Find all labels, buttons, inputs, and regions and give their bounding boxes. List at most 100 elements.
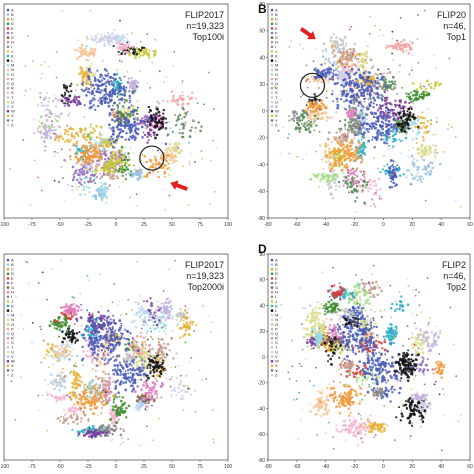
scatter-point <box>49 132 52 135</box>
scatter-point <box>132 164 135 167</box>
scatter-point <box>329 77 332 79</box>
scatter-point <box>133 138 137 141</box>
scatter-point <box>133 86 136 90</box>
scatter-point <box>144 114 147 117</box>
scatter-point <box>115 36 118 39</box>
scatter-point <box>340 134 343 137</box>
scatter-point <box>159 119 162 122</box>
scatter-point <box>165 164 167 167</box>
scatter-point <box>148 158 151 162</box>
scatter-point <box>384 116 388 120</box>
scatter-point <box>38 125 41 128</box>
scatter-point <box>58 328 61 332</box>
scatter-point <box>141 136 144 139</box>
scatter-point <box>177 118 180 121</box>
scatter-point <box>96 69 99 72</box>
scatter-point <box>100 102 104 106</box>
scatter-point <box>324 145 327 148</box>
scatter-point <box>103 43 107 47</box>
scatter-point <box>87 133 90 136</box>
scatter-point <box>78 157 82 161</box>
scatter-point <box>210 159 212 162</box>
scatter-point <box>145 175 148 179</box>
legend-label: U <box>275 99 278 104</box>
scatter-point <box>79 66 83 70</box>
scatter-point <box>361 89 364 92</box>
scatter-point <box>405 49 408 52</box>
scatter-point <box>159 126 162 130</box>
scatter-point <box>336 100 339 103</box>
scatter-point <box>384 46 388 50</box>
scatter-point <box>390 88 393 91</box>
scatter-point <box>120 97 124 100</box>
scatter-point <box>89 65 92 68</box>
scatter-point <box>75 185 78 188</box>
scatter-point <box>374 191 377 194</box>
scatter-point <box>419 95 422 99</box>
x-tick-label: -50 <box>56 222 63 228</box>
y-tick-label: -40 <box>258 162 265 168</box>
scatter-point <box>329 71 332 74</box>
scatter-point <box>434 157 437 159</box>
scatter-point <box>147 139 150 142</box>
scatter-point <box>89 169 92 172</box>
scatter-point <box>394 103 396 106</box>
scatter-point <box>417 151 420 155</box>
scatter-point <box>336 154 339 157</box>
scatter-point <box>129 112 132 116</box>
scatter-point <box>393 173 396 177</box>
scatter-point <box>368 180 370 183</box>
scatter-point <box>153 173 156 176</box>
scatter-point <box>165 127 168 129</box>
scatter-point <box>83 104 86 107</box>
scatter-point <box>125 139 128 141</box>
scatter-point <box>371 75 375 79</box>
scatter-point <box>294 127 298 131</box>
scatter-point <box>436 81 439 84</box>
scatter-point <box>134 134 137 137</box>
scatter-point <box>121 99 123 102</box>
scatter-point <box>39 92 42 95</box>
scatter-point <box>331 77 333 80</box>
scatter-point <box>84 129 87 132</box>
scatter-point <box>350 177 354 181</box>
scatter-point <box>44 145 47 148</box>
scatter-point <box>108 93 112 96</box>
scatter-point <box>376 129 380 132</box>
scatter-point <box>119 46 122 50</box>
scatter-point <box>345 57 348 61</box>
scatter-point <box>306 117 309 119</box>
scatter-point <box>125 99 128 103</box>
scatter-point <box>391 163 394 166</box>
scatter-point <box>410 126 413 130</box>
scatter-point <box>351 54 355 58</box>
scatter-point <box>33 159 36 162</box>
scatter-point <box>56 50 58 53</box>
scatter-point <box>393 108 395 111</box>
scatter-point <box>355 145 358 149</box>
scatter-point <box>85 186 88 189</box>
scatter-point <box>454 200 457 203</box>
scatter-point <box>118 77 121 80</box>
scatter-point <box>378 195 382 198</box>
scatter-point <box>51 99 55 103</box>
legend-label: V <box>275 104 278 109</box>
scatter-point <box>149 87 152 89</box>
scatter-point <box>75 151 78 154</box>
scatter-point <box>43 356 46 359</box>
scatter-point <box>372 91 375 94</box>
scatter-point <box>169 158 173 162</box>
scatter-point <box>86 145 89 148</box>
scatter-point <box>41 72 43 75</box>
scatter-point <box>333 50 336 53</box>
scatter-point <box>140 41 142 43</box>
scatter-point <box>349 180 353 184</box>
scatter-point <box>433 166 435 169</box>
scatter-point <box>386 107 390 111</box>
scatter-point <box>73 136 76 140</box>
scatter-point <box>124 119 127 122</box>
scatter-point <box>145 160 148 164</box>
scatter-point <box>119 158 122 161</box>
scatter-point <box>297 123 301 127</box>
scatter-point <box>117 40 120 43</box>
